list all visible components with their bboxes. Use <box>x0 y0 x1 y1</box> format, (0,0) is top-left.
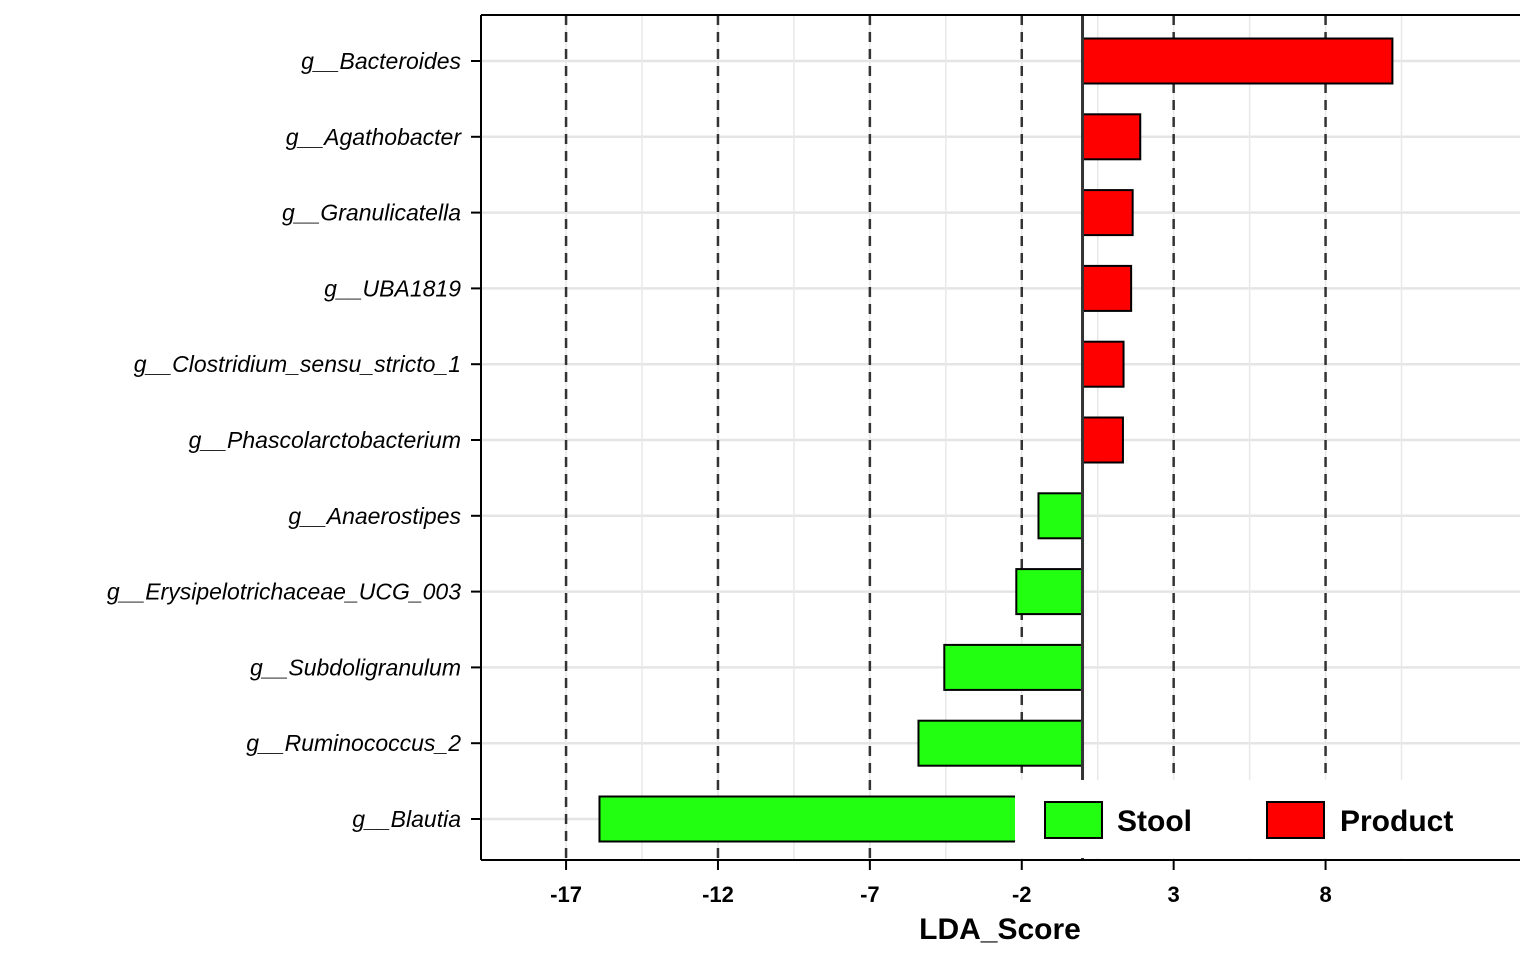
y-tick-label: g__Blautia <box>352 806 461 832</box>
x-tick-label: -2 <box>1012 882 1032 907</box>
x-axis-title: LDA_Score <box>919 913 1081 946</box>
y-tick-label: g__Clostridium_sensu_stricto_1 <box>134 351 461 377</box>
y-tick-label: g__Granulicatella <box>282 200 461 226</box>
bar-g__Bacteroides <box>1081 37 1394 85</box>
bar-g__Ruminococcus_2 <box>917 719 1084 767</box>
reference-lines <box>564 15 1327 860</box>
axes: g__Bacteroides g__Agathobacter g__Granulic… <box>107 14 1520 907</box>
y-tick-label: g__Phascolarctobacterium <box>189 427 461 453</box>
y-tick-label: g__UBA1819 <box>324 275 461 301</box>
legend: Stool Product <box>1015 780 1520 858</box>
bar-g__Phascolarctobacterium <box>1081 416 1124 464</box>
x-tick-label: -12 <box>702 882 734 907</box>
y-tick-label: g__Ruminococcus_2 <box>246 730 461 756</box>
legend-label-product: Product <box>1340 805 1453 838</box>
bar-g__Subdoligranulum <box>943 643 1084 691</box>
bar-g__UBA1819 <box>1081 264 1133 312</box>
bar-g__Granulicatella <box>1081 189 1134 237</box>
x-tick-label: 8 <box>1319 882 1331 907</box>
y-tick-label: g__Subdoligranulum <box>250 654 461 680</box>
y-tick-label: g__Bacteroides <box>301 48 461 74</box>
legend-swatch-product <box>1266 801 1325 839</box>
x-tick-label: -7 <box>860 882 880 907</box>
bar-g__Anaerostipes <box>1037 492 1084 540</box>
y-tick-label: g__Agathobacter <box>286 124 463 150</box>
bar-g__Blautia <box>598 795 1084 843</box>
y-tick-label: g__Anaerostipes <box>288 503 461 529</box>
legend-swatch-stool <box>1044 801 1103 839</box>
x-tick-label: 3 <box>1168 882 1180 907</box>
legend-label-stool: Stool <box>1117 805 1192 838</box>
bar-g__Agathobacter <box>1081 113 1142 161</box>
y-tick-label: g__Erysipelotrichaceae_UCG_003 <box>107 579 461 605</box>
bar-g__Clostridium_sensu_stricto_1 <box>1081 340 1125 388</box>
bars <box>598 37 1394 843</box>
bar-g__Erysipelotrichaceae_UCG_003 <box>1015 568 1084 616</box>
x-tick-label: -17 <box>550 882 582 907</box>
